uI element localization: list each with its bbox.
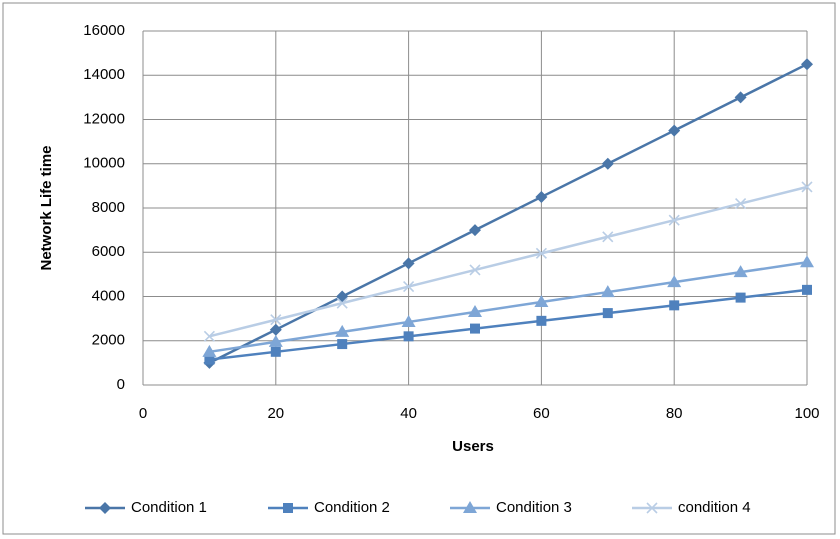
y-tick-label: 10000: [83, 155, 125, 172]
marker: [669, 300, 680, 311]
y-tick-label: 8000: [92, 199, 125, 216]
marker: [469, 264, 481, 276]
marker: [468, 304, 482, 317]
y-tick-label: 4000: [92, 287, 125, 304]
marker: [203, 330, 215, 342]
marker: [204, 354, 215, 365]
marker: [470, 323, 480, 334]
y-tick-label: 2000: [92, 332, 125, 349]
marker: [335, 324, 350, 337]
marker: [802, 284, 812, 295]
marker: [535, 247, 547, 259]
legend-label: Condition 3: [496, 499, 572, 516]
marker: [202, 344, 217, 357]
y-tick-label: 12000: [83, 110, 125, 127]
marker: [646, 502, 658, 514]
x-tick-label: 0: [139, 405, 147, 422]
marker: [336, 297, 348, 309]
marker: [270, 346, 281, 357]
marker: [801, 181, 813, 193]
marker: [535, 190, 548, 203]
legend-label: condition 4: [678, 499, 751, 516]
marker: [270, 314, 282, 326]
marker: [602, 308, 613, 319]
marker: [735, 198, 747, 210]
y-tick-label: 0: [117, 376, 125, 393]
series-line: [209, 260, 808, 354]
marker: [601, 157, 614, 170]
marker: [463, 501, 477, 513]
y-tick-label: 14000: [83, 66, 125, 83]
marker: [534, 295, 549, 308]
x-tick-label: 100: [794, 405, 819, 422]
marker: [668, 214, 680, 226]
marker: [600, 285, 615, 298]
series-line: [209, 288, 808, 361]
marker: [800, 255, 814, 268]
marker: [469, 224, 481, 237]
marker: [403, 280, 415, 293]
y-axis-title: Network Life time: [38, 145, 55, 270]
marker: [269, 323, 282, 336]
x-tick-label: 20: [267, 405, 284, 422]
legend-label: Condition 2: [314, 499, 390, 516]
y-tick-label: 16000: [83, 22, 125, 39]
y-tick-label: 6000: [92, 243, 125, 260]
series-line: [209, 185, 808, 338]
x-tick-label: 60: [533, 405, 550, 422]
x-tick-label: 40: [400, 405, 417, 422]
legend-label: Condition 1: [131, 499, 207, 516]
series-line: [208, 63, 808, 364]
marker: [668, 124, 681, 137]
marker: [801, 58, 813, 71]
marker: [735, 292, 746, 303]
marker: [268, 334, 283, 347]
marker: [734, 91, 747, 104]
marker: [402, 257, 415, 270]
x-axis-title: Users: [452, 438, 494, 455]
marker: [667, 275, 682, 288]
marker: [401, 314, 416, 327]
marker: [602, 231, 614, 243]
marker: [337, 339, 348, 350]
marker: [283, 503, 293, 513]
marker: [99, 502, 111, 514]
x-tick-label: 80: [666, 405, 683, 422]
marker: [536, 315, 547, 326]
marker: [733, 265, 748, 278]
marker: [403, 331, 414, 342]
